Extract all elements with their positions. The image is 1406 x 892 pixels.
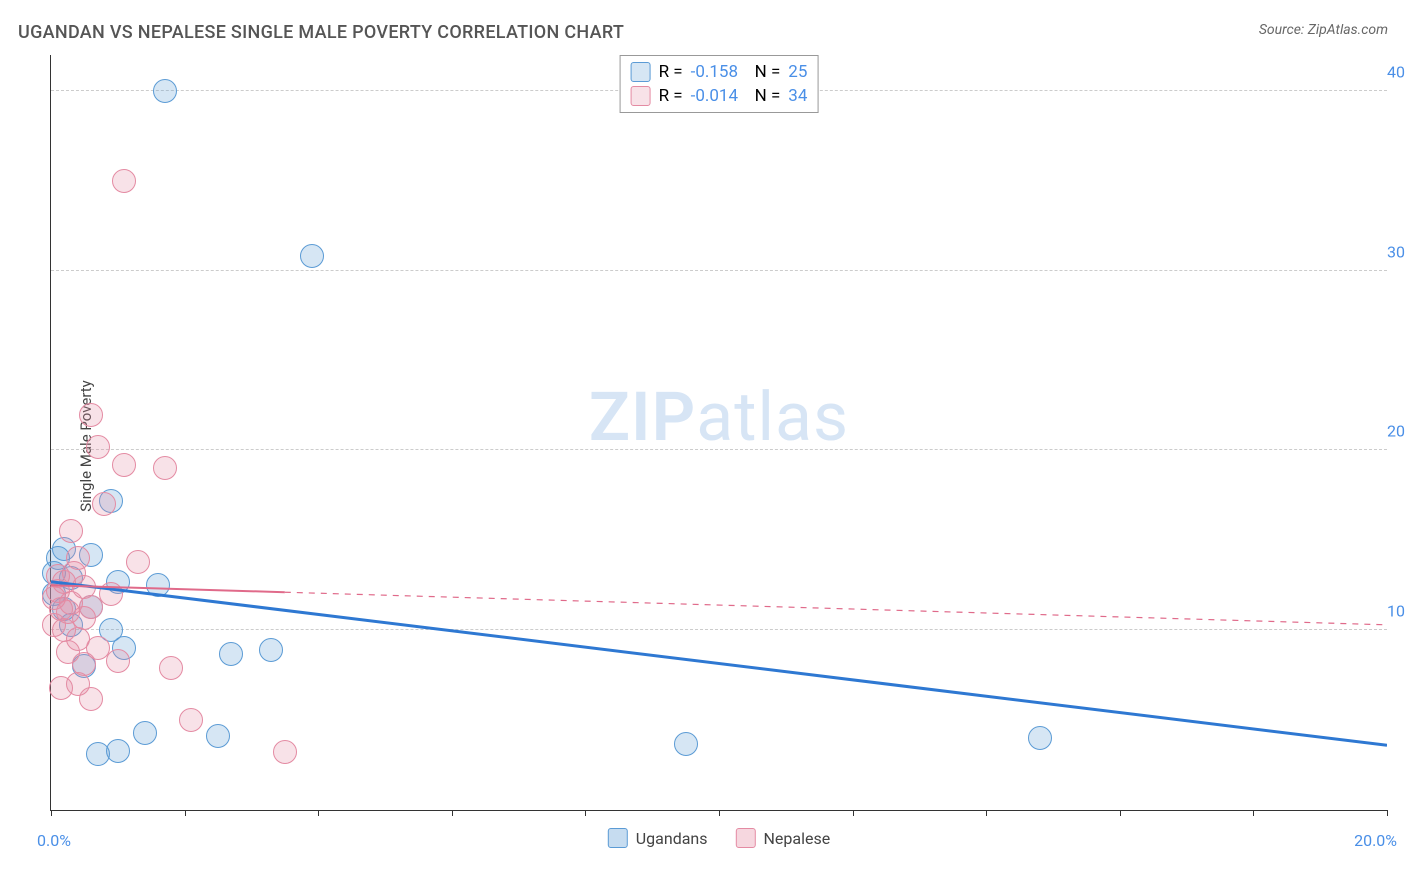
data-point [179,708,203,732]
x-tick-label: 20.0% [1354,831,1397,850]
data-point [106,649,130,673]
data-point [79,687,103,711]
chart-title: UGANDAN VS NEPALESE SINGLE MALE POVERTY … [18,22,624,43]
x-tick [1253,810,1254,816]
source-attribution: Source: ZipAtlas.com [1259,22,1388,38]
data-point [674,732,698,756]
data-point [86,435,110,459]
series-legend: Ugandans Nepalese [608,828,830,848]
data-point [126,550,150,574]
series-legend-item: Ugandans [608,828,708,848]
data-point [49,676,73,700]
r-label: R = [659,86,683,106]
n-label: N = [755,62,781,82]
correlation-legend: R = -0.158 N = 25 R = -0.014 N = 34 [620,55,819,113]
data-point [99,582,123,606]
series-label: Nepalese [764,829,831,848]
series-legend-item: Nepalese [736,828,831,848]
data-point [273,740,297,764]
series-label: Ugandans [636,829,708,848]
y-tick-label: 30.0% [1387,242,1406,261]
n-value: 34 [788,86,807,106]
data-point [72,606,96,630]
x-tick [1387,810,1388,816]
x-tick [719,810,720,816]
data-point [159,656,183,680]
x-tick [986,810,987,816]
data-point [146,573,170,597]
n-value: 25 [788,62,807,82]
n-label: N = [755,86,781,106]
data-point [206,724,230,748]
data-point [59,519,83,543]
swatch-nepalese [631,86,651,106]
chart-container: UGANDAN VS NEPALESE SINGLE MALE POVERTY … [0,0,1406,892]
y-tick-label: 20.0% [1387,422,1406,441]
x-tick [452,810,453,816]
swatch-ugandans [608,828,628,848]
r-value: -0.014 [691,86,747,106]
data-point [112,169,136,193]
x-tick [51,810,52,816]
x-tick [1120,810,1121,816]
swatch-nepalese [736,828,756,848]
x-tick [585,810,586,816]
data-point [219,642,243,666]
data-point [153,456,177,480]
correlation-legend-row: R = -0.014 N = 34 [631,84,808,108]
data-point [106,739,130,763]
plot-area: ZIPatlas R = -0.158 N = 25 R = -0.014 N … [50,55,1387,811]
r-value: -0.158 [691,62,747,82]
y-tick-label: 40.0% [1387,62,1406,81]
x-tick [318,810,319,816]
data-point [112,453,136,477]
correlation-legend-row: R = -0.158 N = 25 [631,60,808,84]
data-point [300,244,324,268]
x-tick [185,810,186,816]
x-tick-label: 0.0% [37,831,71,850]
markers-layer [51,55,1387,810]
data-point [62,561,86,585]
x-tick [853,810,854,816]
r-label: R = [659,62,683,82]
data-point [1028,726,1052,750]
data-point [79,403,103,427]
swatch-ugandans [631,62,651,82]
data-point [133,721,157,745]
data-point [259,638,283,662]
data-point [153,79,177,103]
data-point [92,492,116,516]
data-point [46,579,70,603]
y-tick-label: 10.0% [1387,602,1406,621]
